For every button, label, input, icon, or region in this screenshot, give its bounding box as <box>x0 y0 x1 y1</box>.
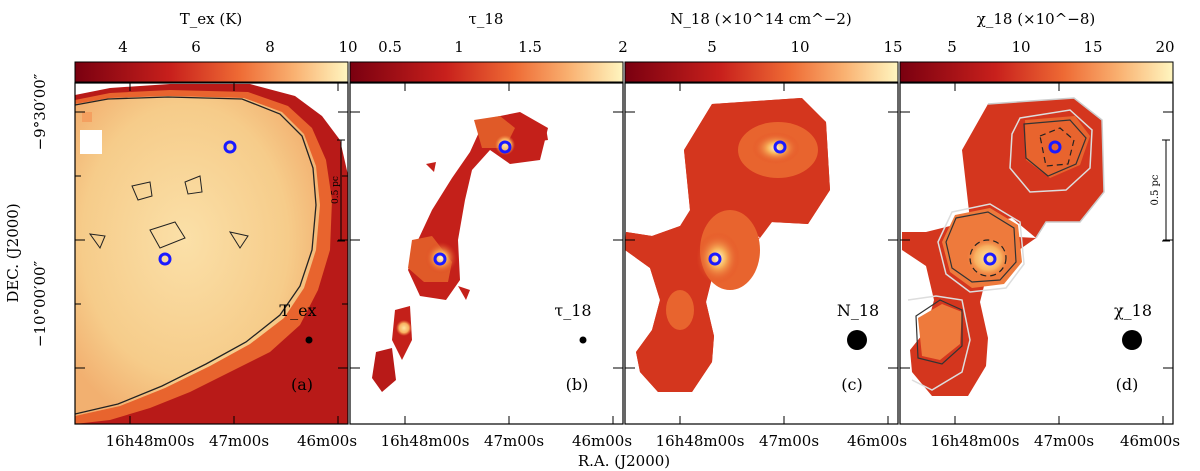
colorbar-tick-b-3: 2 <box>618 38 628 56</box>
ra-tick-a-2: 46m00s <box>297 432 357 450</box>
source-marker-a-1 <box>223 140 237 154</box>
colorbar-tick-d-2: 15 <box>1083 38 1102 56</box>
ra-tick-a-1: 47m00s <box>209 432 269 450</box>
source-marker-a-2 <box>158 252 172 266</box>
source-marker-c-2 <box>708 252 722 266</box>
colorbar-label-a: T_ex (K) <box>180 10 243 28</box>
colorbar-d: χ_18 (×10^−8) 5 10 15 20 <box>899 10 1175 83</box>
colorbar-label-b: τ_18 <box>469 10 504 28</box>
ra-tick-d-1: 47m00s <box>1034 432 1094 450</box>
ra-tick-c-2: 46m00s <box>847 432 907 450</box>
panel-a-tex-map <box>75 84 348 424</box>
map-label-b: τ_18 <box>554 301 591 320</box>
colorbar-tick-d-1: 10 <box>1011 38 1030 56</box>
y-axis-label: DEC. (J2000) <box>4 203 22 302</box>
colorbar-tick-a-1: 6 <box>191 38 201 56</box>
panel-b-tau-map <box>372 112 548 392</box>
colorbar-tick-c-0: 5 <box>707 38 717 56</box>
colorbar-tick-b-0: 0.5 <box>378 38 402 56</box>
ra-tick-c-0: 16h48m00s <box>656 432 745 450</box>
colorbar-tick-b-1: 1 <box>454 38 464 56</box>
panel-a-frame <box>74 82 349 425</box>
map-label-a: T_ex <box>279 301 316 320</box>
ra-tick-b-1: 47m00s <box>484 432 544 450</box>
panel-c-n18-map <box>625 98 830 392</box>
dec-tick-1: −10°00′00″ <box>31 260 49 347</box>
panel-letter-a: (a) <box>291 375 313 394</box>
colorbar-a: T_ex (K) 4 6 8 10 <box>74 10 358 83</box>
panel-d-chi-map <box>902 97 1105 396</box>
colorbar-tick-d-3: 20 <box>1155 38 1174 56</box>
colorbar-label-d: χ_18 (×10^−8) <box>977 10 1095 28</box>
x-axis-label: R.A. (J2000) <box>578 452 670 470</box>
panel-letter-b: (b) <box>566 375 589 394</box>
ra-tick-c-1: 47m00s <box>759 432 819 450</box>
colorbar-c: N_18 (×10^14 cm^−2) 5 10 15 <box>624 10 903 83</box>
map-label-d: χ_18 <box>1114 301 1152 320</box>
panel-b-frame <box>349 82 624 425</box>
map-label-c: N_18 <box>837 301 879 320</box>
ra-tick-d-0: 16h48m00s <box>931 432 1020 450</box>
source-marker-d-2 <box>983 252 997 266</box>
scalebar-d: 0.5 pc <box>1150 139 1170 242</box>
source-marker-b-1 <box>498 140 512 154</box>
panel-letter-d: (d) <box>1116 375 1139 394</box>
beam-c <box>847 330 867 350</box>
source-marker-c-1 <box>773 140 787 154</box>
colorbar-b: τ_18 0.5 1 1.5 2 <box>349 10 628 83</box>
beam-a <box>305 336 313 344</box>
beam-b <box>579 336 587 344</box>
colorbar-tick-b-2: 1.5 <box>518 38 542 56</box>
colorbar-tick-c-2: 15 <box>883 38 902 56</box>
colorbar-tick-a-3: 10 <box>338 38 357 56</box>
colorbar-tick-a-2: 8 <box>265 38 275 56</box>
scalebar-label-a: 0.5 pc <box>331 176 341 204</box>
ra-tick-a-0: 16h48m00s <box>106 432 195 450</box>
colorbar-tick-a-0: 4 <box>118 38 128 56</box>
ra-tick-b-2: 46m00s <box>572 432 632 450</box>
ra-tick-d-2: 46m00s <box>1120 432 1180 450</box>
colorbar-tick-d-0: 5 <box>947 38 957 56</box>
ra-tick-b-0: 16h48m00s <box>381 432 470 450</box>
dec-tick-0: −9°30′00″ <box>31 73 49 150</box>
scalebar-a: 0.5 pc <box>331 139 345 242</box>
scalebar-label-d: 0.5 pc <box>1150 174 1161 205</box>
panel-d-frame <box>899 82 1174 425</box>
source-marker-d-1 <box>1048 140 1062 154</box>
beam-d <box>1122 330 1142 350</box>
source-marker-b-2 <box>433 252 447 266</box>
tick-marks <box>75 83 1173 424</box>
colorbar-tick-c-1: 10 <box>790 38 809 56</box>
panel-letter-c: (c) <box>841 375 862 394</box>
colorbar-label-c: N_18 (×10^14 cm^−2) <box>670 10 852 28</box>
panel-c-frame <box>624 82 899 425</box>
